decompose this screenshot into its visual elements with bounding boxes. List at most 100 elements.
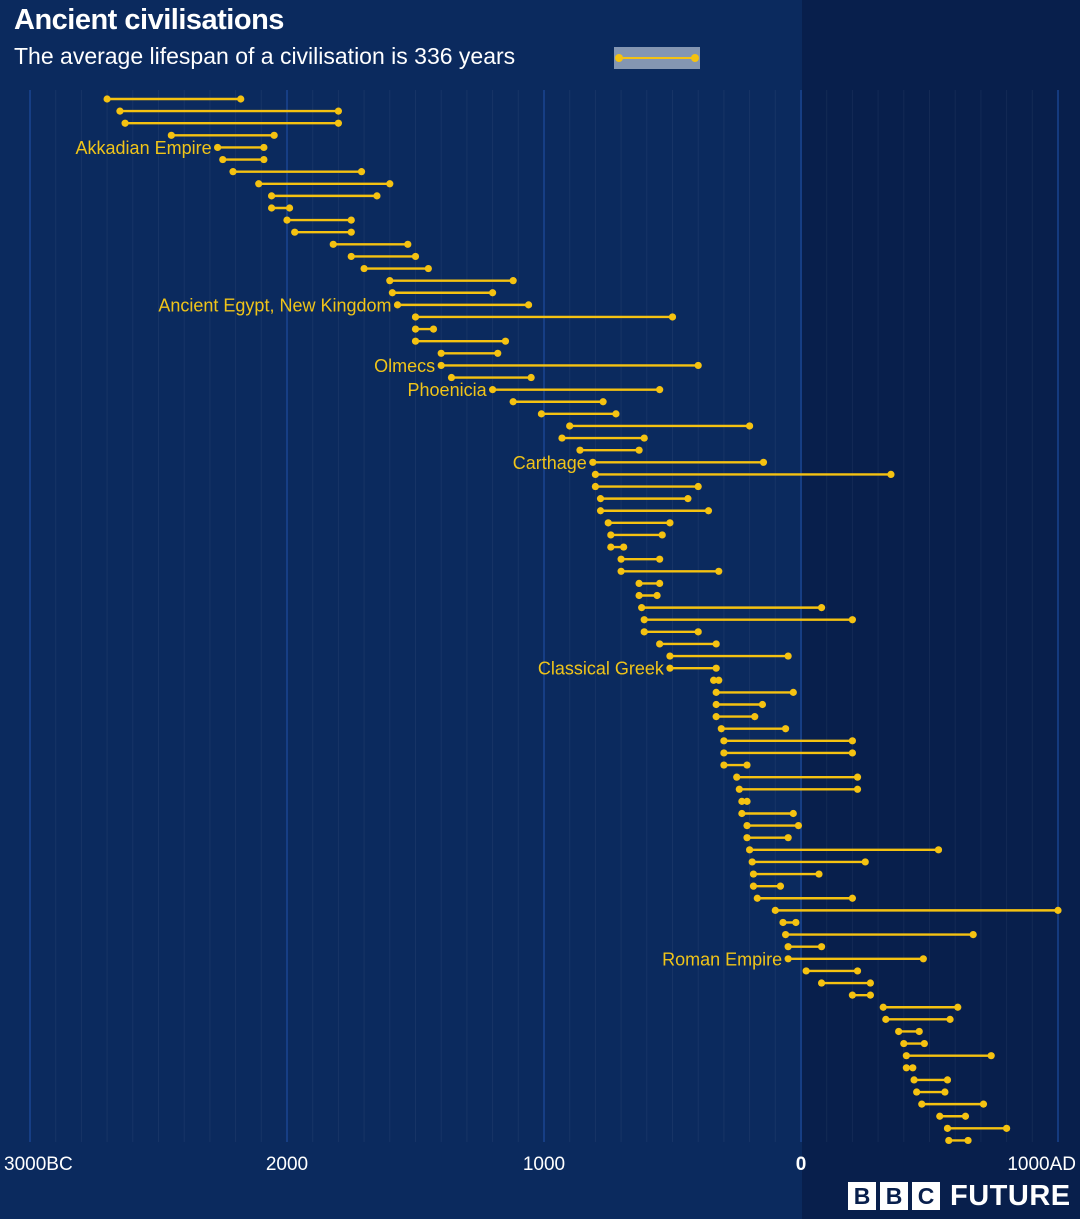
civilisation-start-dot — [596, 495, 605, 503]
civilisation-start-dot — [749, 882, 758, 890]
civilisation-end-dot — [712, 664, 720, 672]
civilisation-annotation: Ancient Egypt, New Kingdom — [158, 295, 391, 315]
civilisation-end-dot — [489, 289, 497, 297]
civilisation-end-dot — [792, 918, 800, 927]
civilisation-end-dot — [954, 1003, 962, 1011]
civilisation-end-dot — [848, 894, 857, 902]
civilisation-end-dot — [656, 579, 664, 588]
civilisation-annotation: Phoenicia — [408, 380, 488, 400]
civilisation-start-dot — [817, 979, 826, 987]
civilisation-start-dot — [607, 531, 615, 539]
civilisation-end-dot — [1003, 1124, 1011, 1132]
civilisation-start-dot — [710, 676, 718, 684]
civilisation-end-dot — [887, 470, 895, 479]
civilisation-end-dot — [347, 216, 355, 224]
civilisation-start-dot — [712, 688, 720, 696]
civilisation-end-dot — [848, 737, 857, 745]
civilisation-start-dot — [753, 894, 761, 902]
civilisation-end-dot — [979, 1100, 988, 1108]
civilisation-end-dot — [635, 446, 643, 454]
civilisation-start-dot — [604, 519, 612, 527]
civilisation-annotation: Carthage — [513, 453, 587, 473]
civilisation-start-dot — [656, 640, 664, 648]
civilisation-start-dot — [738, 797, 746, 805]
legend-end-dot — [691, 54, 699, 62]
civilisation-start-dot — [437, 349, 445, 357]
civilisation-end-dot — [866, 979, 874, 987]
civilisation-start-dot — [666, 652, 674, 660]
civilisation-end-dot — [848, 616, 857, 624]
civilisation-end-dot — [743, 797, 751, 805]
civilisation-end-dot — [694, 628, 702, 636]
civilisation-start-dot — [936, 1112, 944, 1120]
civilisation-end-dot — [501, 337, 510, 345]
civilisation-end-dot — [784, 652, 792, 660]
civilisation-end-dot — [668, 313, 677, 321]
civilisation-end-dot — [789, 809, 797, 818]
civilisation-start-dot — [388, 289, 396, 297]
civilisation-start-dot — [291, 228, 299, 236]
civilisation-start-dot — [748, 858, 756, 866]
civilisation-end-dot — [285, 204, 294, 212]
civilisation-annotation: Classical Greek — [538, 659, 665, 679]
civilisation-start-dot — [882, 1015, 890, 1023]
civilisation-start-dot — [640, 616, 648, 624]
civilisation-end-dot — [684, 495, 692, 503]
civilisation-end-dot — [815, 870, 823, 878]
civilisation-start-dot — [720, 737, 728, 745]
civilisation-end-dot — [909, 1064, 917, 1072]
civilisation-end-dot — [961, 1112, 970, 1120]
civilisation-start-dot — [743, 822, 751, 830]
civilisation-end-dot — [658, 531, 666, 539]
civilisation-start-dot — [784, 943, 792, 951]
civilisation-start-dot — [591, 470, 600, 479]
civilisation-start-dot — [393, 301, 402, 309]
civilisation-end-dot — [653, 591, 661, 600]
civilisation-start-dot — [596, 507, 605, 515]
civilisation-start-dot — [576, 446, 584, 454]
x-tick-label: 3000BC — [4, 1154, 73, 1175]
civilisation-start-dot — [558, 434, 566, 442]
logo-letter-c: C — [912, 1182, 940, 1210]
civilisation-end-dot — [853, 967, 862, 975]
civilisation-end-dot — [599, 398, 607, 406]
civilisation-start-dot — [267, 204, 276, 212]
x-tick-label: 1000AD — [1007, 1154, 1076, 1175]
civilisation-end-dot — [817, 943, 826, 951]
civilisation-start-dot — [781, 930, 790, 939]
civilisation-end-dot — [494, 349, 502, 357]
civilisation-start-dot — [229, 168, 237, 176]
civilisation-start-dot — [717, 725, 725, 733]
civilisation-start-dot — [749, 870, 758, 878]
civilisation-end-dot — [527, 373, 535, 382]
civilisation-end-dot — [746, 422, 754, 430]
civilisation-end-dot — [915, 1027, 923, 1036]
civilisation-start-dot — [945, 1136, 953, 1145]
civilisation-start-dot — [720, 761, 728, 769]
civilisation-end-dot — [853, 773, 862, 781]
civilisation-end-dot — [946, 1015, 954, 1023]
civilisation-end-dot — [853, 785, 862, 793]
civilisation-end-dot — [656, 386, 664, 394]
civilisation-end-dot — [694, 482, 702, 491]
civilisation-end-dot — [429, 325, 438, 333]
civilisation-start-dot — [848, 991, 857, 999]
civilisation-start-dot — [386, 277, 394, 285]
civilisation-end-dot — [934, 846, 943, 854]
civilisation-start-dot — [267, 192, 276, 200]
civilisation-end-dot — [524, 301, 533, 309]
legend-lifespan-swatch — [614, 47, 700, 69]
civilisation-end-dot — [640, 434, 648, 442]
civilisation-end-dot — [715, 567, 723, 575]
civilisation-start-dot — [116, 107, 124, 115]
civilisation-end-dot — [776, 882, 785, 890]
civilisation-start-dot — [913, 1088, 921, 1096]
civilisation-start-dot — [489, 386, 497, 394]
civilisation-start-dot — [638, 604, 646, 612]
logo-letter-b2: B — [880, 1182, 908, 1210]
x-tick-label: 0 — [796, 1154, 807, 1175]
civilisation-end-dot — [334, 107, 342, 115]
civilisation-start-dot — [779, 918, 787, 927]
civilisation-end-dot — [919, 955, 927, 963]
civilisation-end-dot — [781, 725, 790, 733]
